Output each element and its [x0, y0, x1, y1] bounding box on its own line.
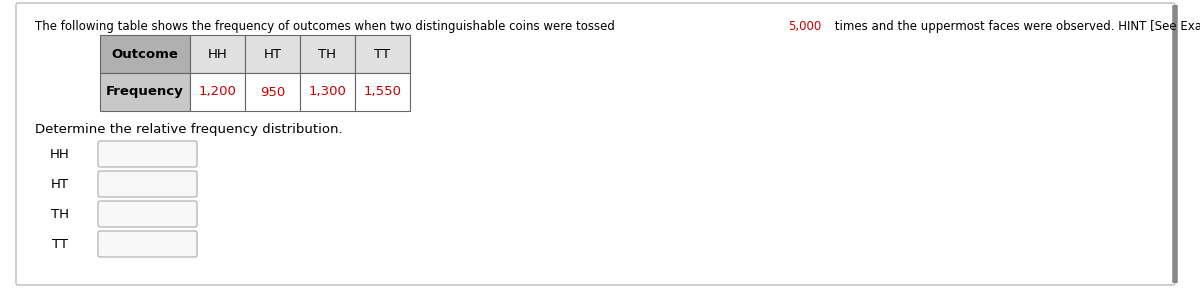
Text: HH: HH [208, 47, 227, 60]
Text: TT: TT [52, 238, 68, 251]
Text: 950: 950 [260, 86, 286, 99]
Text: HH: HH [50, 147, 70, 160]
Text: Outcome: Outcome [112, 47, 179, 60]
FancyBboxPatch shape [16, 3, 1175, 285]
Bar [100, 73, 190, 111]
Bar [245, 73, 300, 111]
Bar [100, 35, 190, 73]
Text: The following table shows the frequency of outcomes when two distinguishable coi: The following table shows the frequency … [35, 20, 619, 33]
Text: times and the uppermost faces were observed. HINT [See Example 2.]: times and the uppermost faces were obser… [830, 20, 1200, 33]
Text: TH: TH [318, 47, 336, 60]
Bar [190, 35, 245, 73]
Text: 1,200: 1,200 [198, 86, 236, 99]
Bar [300, 73, 355, 111]
Text: Frequency: Frequency [106, 86, 184, 99]
FancyBboxPatch shape [98, 141, 197, 167]
Text: Determine the relative frequency distribution.: Determine the relative frequency distrib… [35, 123, 343, 136]
Bar [245, 35, 300, 73]
Text: 1,550: 1,550 [364, 86, 402, 99]
Bar [190, 73, 245, 111]
Text: TT: TT [374, 47, 390, 60]
Text: HT: HT [50, 177, 70, 190]
Bar [355, 73, 410, 111]
Text: HT: HT [264, 47, 282, 60]
Text: TH: TH [50, 208, 70, 221]
FancyBboxPatch shape [98, 201, 197, 227]
Text: 1,300: 1,300 [308, 86, 347, 99]
FancyBboxPatch shape [98, 171, 197, 197]
FancyBboxPatch shape [98, 231, 197, 257]
Bar [355, 35, 410, 73]
Text: 5,000: 5,000 [788, 20, 821, 33]
Bar [300, 35, 355, 73]
